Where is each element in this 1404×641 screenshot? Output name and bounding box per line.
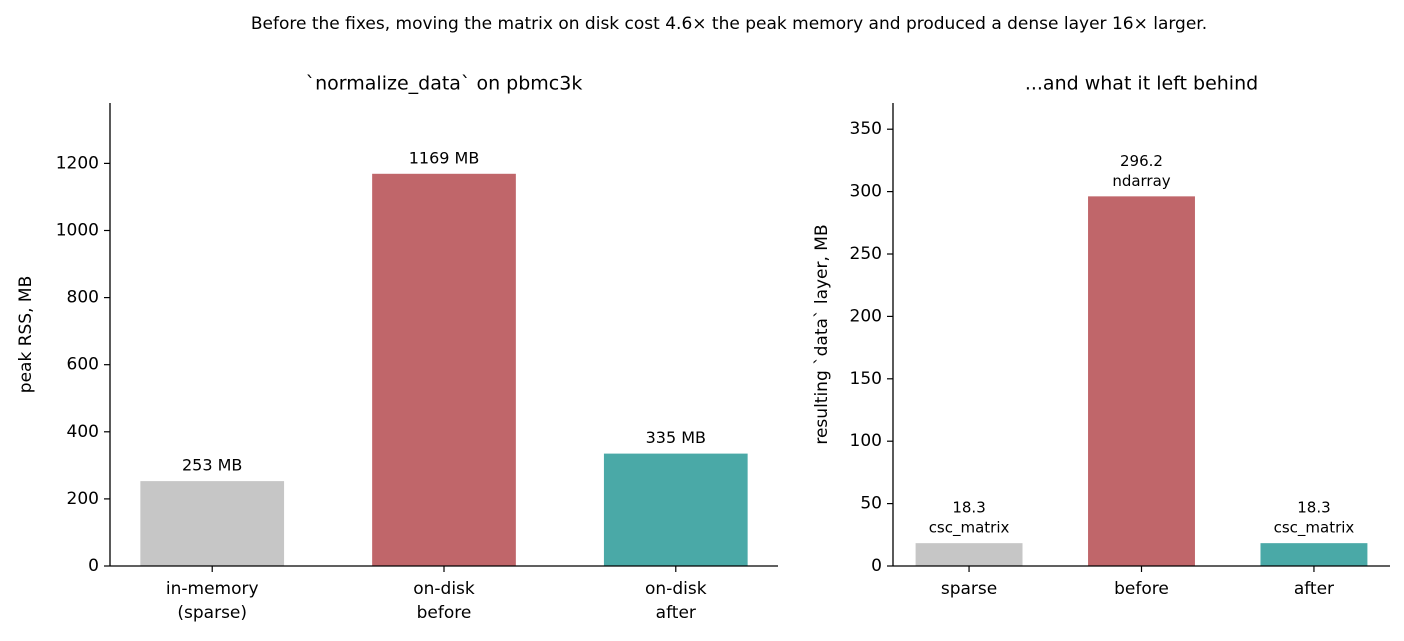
x-tick-label: before: [1114, 579, 1169, 599]
value-label: 18.3: [952, 499, 985, 517]
value-label: 335 MB: [646, 428, 706, 447]
bar-annotation: csc_matrix: [929, 519, 1010, 538]
y-tick-label: 250: [850, 244, 882, 264]
x-tick-label: (sparse): [177, 603, 247, 623]
value-label: 253 MB: [182, 456, 242, 475]
x-tick-label: on-disk: [645, 579, 707, 599]
y-tick-label: 0: [871, 556, 882, 576]
y-tick-label: 1200: [56, 153, 99, 173]
axes-title: `normalize_data` on pbmc3k: [306, 73, 583, 95]
axes-title: ...and what it left behind: [1025, 73, 1258, 95]
bar-annotation: csc_matrix: [1274, 519, 1355, 538]
y-axis-label: resulting `data` layer, MB: [812, 224, 832, 444]
bar-annotation: ndarray: [1112, 172, 1170, 190]
y-tick-label: 1000: [56, 220, 99, 240]
y-tick-label: 200: [850, 306, 882, 326]
y-tick-label: 0: [88, 556, 99, 576]
bar: [915, 543, 1023, 566]
x-tick-label: sparse: [941, 579, 997, 599]
bar: [1260, 543, 1368, 566]
y-tick-label: 600: [67, 355, 99, 375]
value-label: 1169 MB: [409, 148, 480, 167]
bar: [603, 453, 748, 566]
y-tick-label: 50: [860, 494, 882, 514]
value-label: 18.3: [1297, 499, 1330, 517]
value-label: 296.2: [1120, 152, 1163, 170]
figure-title: Before the fixes, moving the matrix on d…: [251, 14, 1207, 34]
bar: [372, 173, 516, 566]
x-tick-label: before: [417, 603, 472, 623]
y-tick-label: 200: [67, 489, 99, 509]
y-tick-label: 400: [67, 422, 99, 442]
bar: [1088, 196, 1195, 566]
x-tick-label: after: [656, 603, 696, 623]
y-tick-label: 350: [850, 119, 882, 139]
x-tick-label: on-disk: [413, 579, 475, 599]
x-tick-label: after: [1294, 579, 1334, 599]
y-axis-label: peak RSS, MB: [16, 276, 36, 393]
y-tick-label: 300: [850, 182, 882, 202]
y-tick-label: 150: [850, 369, 882, 389]
x-tick-label: in-memory: [166, 579, 259, 599]
y-tick-label: 100: [850, 431, 882, 451]
bar: [140, 481, 285, 566]
y-tick-label: 800: [67, 288, 99, 308]
